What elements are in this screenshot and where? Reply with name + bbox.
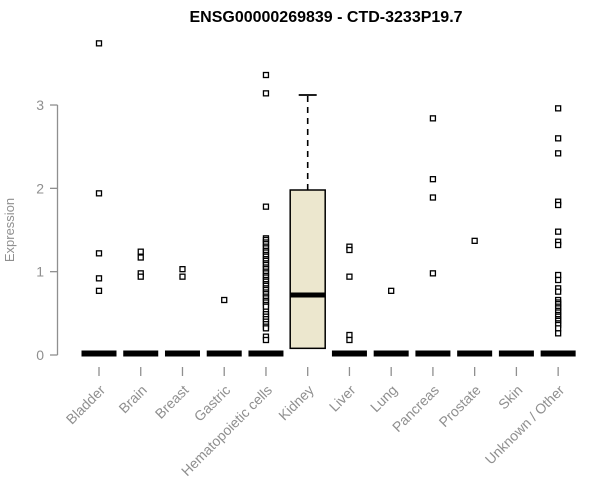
data-point	[137, 254, 144, 261]
x-axis-category-label: Brain	[115, 382, 149, 416]
x-axis-category-label: Kidney	[275, 382, 317, 424]
chart-title: ENSG00000269839 - CTD-3233P19.7	[189, 9, 462, 26]
x-axis-category-label: Liver	[326, 382, 359, 415]
x-axis-category-label: Unknown / Other	[482, 382, 568, 468]
collapsed-box	[373, 350, 409, 357]
data-point	[346, 246, 353, 254]
data-point	[346, 273, 353, 280]
collapsed-box	[81, 350, 117, 357]
collapsed-box	[331, 350, 367, 357]
collapsed-box	[206, 350, 242, 357]
x-axis-category-label: Breast	[152, 382, 192, 422]
data-point	[554, 105, 562, 112]
data-point	[95, 287, 103, 294]
data-point	[137, 273, 144, 280]
data-point	[95, 40, 103, 47]
data-point	[179, 273, 186, 280]
data-point	[346, 336, 353, 344]
data-point	[95, 250, 103, 257]
x-axis-category-label: Prostate	[436, 382, 484, 430]
y-axis-tick-label: 2	[36, 180, 44, 196]
data-point	[429, 270, 437, 277]
data-point	[554, 228, 562, 235]
x-axis-category-label: Lung	[367, 382, 400, 415]
y-axis-tick-label: 1	[36, 264, 44, 280]
collapsed-box	[457, 350, 493, 357]
data-point	[346, 331, 353, 339]
data-point	[429, 194, 437, 201]
y-axis-tick-label: 0	[36, 347, 44, 363]
x-axis-category-label: Skin	[495, 382, 526, 413]
data-point	[554, 288, 562, 295]
data-point	[554, 135, 562, 142]
data-point	[471, 237, 478, 244]
data-point	[554, 325, 562, 332]
box	[289, 189, 326, 350]
data-point	[221, 296, 228, 304]
data-point	[262, 325, 270, 332]
collapsed-box	[248, 350, 284, 357]
data-point	[554, 276, 562, 284]
collapsed-box	[123, 350, 159, 357]
x-axis-category-label: Bladder	[63, 382, 109, 428]
y-axis-tick-label: 3	[36, 97, 44, 113]
collapsed-box	[540, 350, 576, 357]
data-point	[95, 275, 103, 282]
data-point	[262, 203, 270, 210]
data-point	[262, 336, 270, 344]
data-point	[262, 303, 270, 310]
data-point	[388, 287, 395, 294]
data-point	[554, 330, 562, 337]
data-point	[554, 201, 562, 209]
data-point	[429, 115, 437, 122]
data-point	[554, 150, 562, 157]
data-point	[554, 271, 562, 279]
data-point	[262, 71, 270, 79]
collapsed-box	[415, 350, 451, 357]
median-line	[290, 292, 326, 298]
data-point	[179, 266, 186, 273]
collapsed-box	[164, 350, 200, 357]
data-point	[95, 190, 103, 197]
data-point	[262, 90, 270, 97]
data-point	[554, 241, 562, 249]
data-point	[429, 176, 437, 183]
y-axis-label: Expression	[2, 198, 17, 262]
data-layer	[81, 40, 576, 357]
collapsed-box	[498, 350, 534, 357]
data-point	[137, 248, 144, 255]
